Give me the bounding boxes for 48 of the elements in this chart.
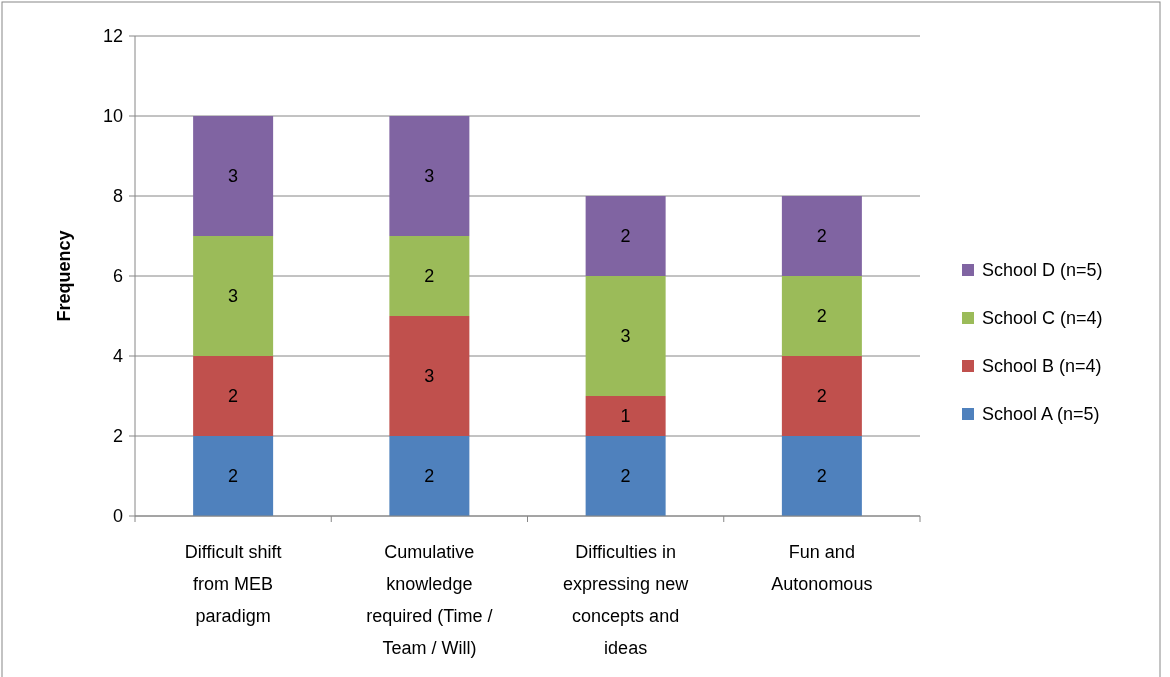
- y-tick-label: 6: [112, 266, 123, 287]
- data-label: 2: [620, 226, 631, 247]
- bar: [585, 396, 666, 436]
- y-tick-label: 4: [112, 346, 123, 367]
- data-label: 3: [620, 326, 631, 347]
- data-label: 2: [816, 386, 827, 407]
- data-label: 2: [228, 386, 239, 407]
- data-label: 2: [620, 466, 631, 487]
- bar: [781, 436, 862, 516]
- bar: [193, 236, 274, 356]
- y-tick-label: 10: [102, 106, 123, 127]
- bar: [193, 436, 274, 516]
- bar: [585, 196, 666, 276]
- data-label: 2: [816, 466, 827, 487]
- data-label: 2: [228, 466, 239, 487]
- bar: [781, 196, 862, 276]
- bar: [781, 356, 862, 436]
- bar: [585, 436, 666, 516]
- y-tick-label: 8: [112, 186, 123, 207]
- y-axis-title: Frequency: [54, 230, 74, 322]
- data-label: 3: [228, 166, 239, 187]
- y-tick-label: 12: [102, 26, 123, 47]
- data-label: 3: [424, 166, 435, 187]
- legend-label: School C (n=4): [982, 308, 1103, 329]
- data-label: 2: [816, 306, 827, 327]
- data-label: 3: [424, 366, 435, 387]
- data-label: 2: [816, 226, 827, 247]
- y-tick-label: 2: [112, 426, 123, 447]
- bar: [389, 116, 470, 236]
- legend-label: School B (n=4): [982, 356, 1102, 377]
- bar: [389, 436, 470, 516]
- bar: [389, 236, 470, 316]
- data-label: 2: [424, 266, 435, 287]
- bar: [193, 116, 274, 236]
- x-tick-label: Difficult shift from MEB paradigm: [184, 542, 282, 626]
- bar: [585, 276, 666, 396]
- bar: [389, 316, 470, 436]
- x-tick-label: Fun and Autonomous: [771, 542, 873, 594]
- data-label: 3: [228, 286, 239, 307]
- data-label: 1: [620, 406, 631, 427]
- bar: [781, 276, 862, 356]
- legend-label: School A (n=5): [982, 404, 1100, 425]
- legend-label: School D (n=5): [982, 260, 1103, 281]
- bar: [193, 356, 274, 436]
- y-tick-label: 0: [112, 506, 123, 527]
- x-tick-label: Cumulative knowledge required (Time / Team / Will): [366, 542, 493, 658]
- data-label: 2: [424, 466, 435, 487]
- x-tick-label: Difficulties in expressing new concepts and ideas: [563, 542, 690, 658]
